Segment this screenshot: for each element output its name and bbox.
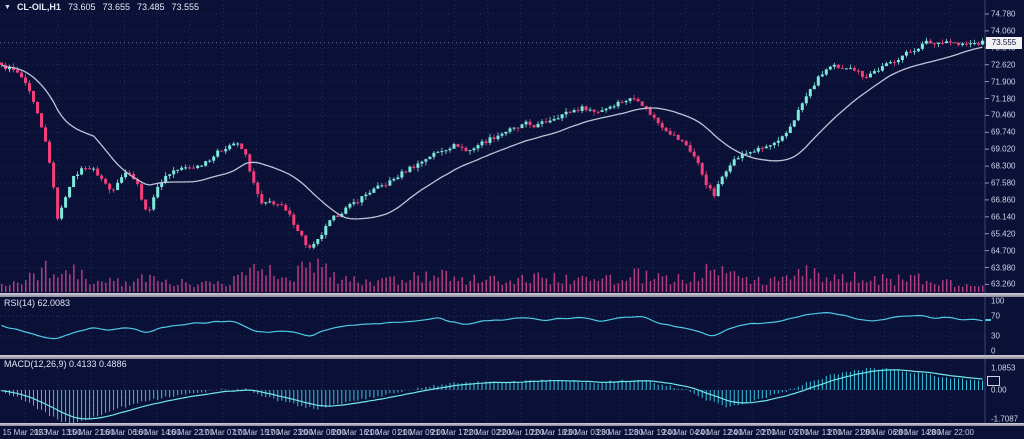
panel-divider[interactable] — [0, 293, 1024, 297]
macd-tick-label: 1.0853 — [991, 363, 1016, 373]
time-tick-label: 22 Mar 18:00 — [530, 428, 578, 437]
rsi-tick-label: 0 — [991, 346, 996, 356]
time-tick-label: 24 Mar 20:00 — [728, 428, 776, 437]
axis-ticks-layer — [985, 13, 989, 285]
time-tick-label: 24 Mar 04:00 — [662, 428, 710, 437]
time-tick-label: 15 Mar 2023 — [2, 428, 48, 437]
panel-divider[interactable] — [0, 423, 1024, 426]
price-tick-label: 71.900 — [991, 77, 1016, 87]
macd-panel-label: MACD(12,26,9) 0.4133 0.4886 — [4, 359, 127, 369]
time-tick-label: 24 Mar 12:00 — [695, 428, 743, 437]
time-tick-label: 17 Mar 15:00 — [232, 428, 280, 437]
time-tick-label: 27 Mar 13:00 — [794, 428, 842, 437]
ohlc-high: 73.655 — [102, 2, 130, 12]
price-tick-label: 65.420 — [991, 229, 1016, 239]
time-tick-label: 21 Mar 09:00 — [398, 428, 446, 437]
volume-layer — [1, 258, 984, 292]
price-tick-label: 74.060 — [991, 26, 1016, 36]
price-tick-label: 74.780 — [991, 9, 1016, 19]
current-price-box: 73.555 — [986, 36, 1022, 49]
rsi-panel-label: RSI(14) 62.0083 — [4, 298, 71, 308]
time-tick-label: 23 Mar 19:00 — [629, 428, 677, 437]
time-tick-label: 20 Mar 16:00 — [331, 428, 380, 437]
price-tick-label: 66.860 — [991, 195, 1016, 205]
time-tick-label: 21 Mar 17:00 — [431, 428, 479, 437]
price-tick-label: 67.580 — [991, 178, 1016, 188]
price-tick-label: 71.180 — [991, 94, 1016, 103]
rsi-layer — [0, 311, 991, 340]
panel-divider[interactable] — [0, 355, 1024, 359]
time-tick-label: 21 Mar 01:00 — [364, 428, 413, 437]
time-tick-label: 22 Mar 10:00 — [497, 428, 545, 437]
time-tick-label: 17 Mar 07:00 — [199, 428, 247, 437]
macd-tick-label: -1.7087 — [991, 414, 1019, 424]
time-tick-label: 22 Mar 02:00 — [464, 428, 512, 437]
time-tick-label: 28 Mar 06:00 — [860, 428, 908, 437]
price-tick-label: 63.980 — [991, 263, 1016, 272]
price-tick-label: 68.300 — [991, 161, 1016, 171]
rsi-tick-label: 70 — [991, 311, 1000, 321]
symbol-timeframe-label: CL-OIL,H1 — [16, 2, 61, 12]
time-tick-label: 23 Mar 03:00 — [563, 428, 611, 437]
ohlc-close: 73.555 — [171, 2, 200, 12]
rsi-line — [1, 311, 983, 340]
ohlc-low: 73.485 — [137, 2, 165, 12]
time-tick-label: 16 Mar 22:00 — [166, 428, 214, 437]
time-tick-label: 20 Mar 08:00 — [298, 428, 346, 437]
price-tick-label: 69.740 — [991, 127, 1016, 137]
macd-layer — [0, 368, 985, 425]
grid-layer — [0, 0, 985, 423]
time-tick-label: 27 Mar 05:00 — [761, 428, 809, 437]
time-tick-label: 15 Mar 13:00 — [34, 428, 82, 437]
price-tick-label: 63.260 — [991, 279, 1016, 289]
macd-histogram — [1, 368, 983, 425]
time-tick-label: 23 Mar 11:00 — [596, 428, 644, 437]
time-tick-label: 15 Mar 21:00 — [67, 428, 115, 437]
macd-tick-label: 0.00 — [991, 385, 1007, 395]
ohlc-open: 73.605 — [67, 2, 96, 12]
time-tick-label: 16 Mar 14:00 — [133, 428, 181, 437]
ma-line — [1, 46, 983, 220]
chart-title: ▼ CL-OIL,H1 73.605 73.655 73.485 73.555 — [4, 2, 199, 12]
price-tick-label: 64.700 — [991, 246, 1016, 256]
time-tick-label: 28 Mar 22:00 — [926, 428, 974, 437]
macd-current-marker — [987, 376, 1000, 387]
time-tick-label: 17 Mar 23:00 — [265, 428, 313, 437]
macd-signal-line — [1, 369, 983, 420]
rsi-tick-label: 30 — [991, 331, 1000, 341]
time-tick-label: 28 Mar 14:00 — [893, 428, 941, 437]
symbol-marker-icon: ▼ — [4, 3, 11, 11]
price-tick-label: 66.140 — [991, 212, 1016, 222]
rsi-tick-label: 100 — [991, 296, 1005, 306]
time-tick-label: 16 Mar 06:00 — [100, 428, 148, 437]
price-tick-label: 70.460 — [991, 110, 1016, 120]
time-tick-label: 27 Mar 21:00 — [827, 428, 875, 437]
price-tick-label: 69.020 — [991, 144, 1016, 154]
candles-layer — [0, 37, 984, 250]
price-tick-label: 72.620 — [991, 60, 1016, 70]
